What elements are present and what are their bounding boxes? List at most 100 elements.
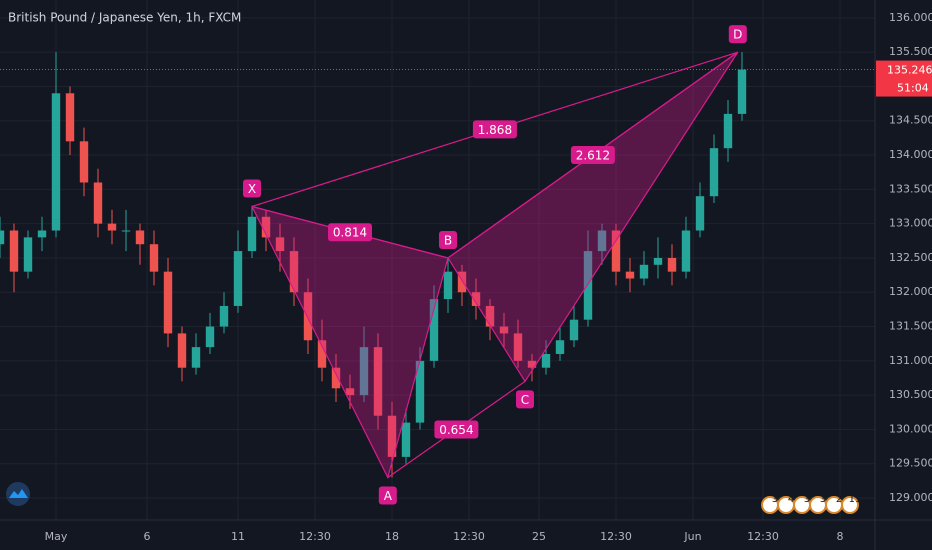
pattern-point-label: B	[444, 233, 452, 247]
pattern-point-box	[378, 486, 397, 505]
candle-body	[219, 305, 229, 327]
y-tick-label: 135.500	[889, 45, 932, 58]
y-tick-label: 132.500	[889, 251, 932, 264]
candle-body	[709, 148, 719, 197]
y-tick-label: 134.500	[889, 114, 932, 127]
logo	[6, 482, 30, 506]
harmonic-pattern: 0.814 1.868 2.612 0.654	[250, 51, 739, 480]
x-tick-label: 12:30	[453, 530, 485, 543]
y-tick-label: 131.500	[889, 320, 932, 333]
x-tick-label: 12:30	[747, 530, 779, 543]
candle-body	[387, 415, 397, 457]
ratio-label: 0.814	[333, 226, 367, 240]
y-tick-label: 131.000	[889, 354, 932, 367]
candle-body	[625, 271, 635, 279]
candle-body	[597, 230, 607, 252]
event-badge	[841, 496, 859, 514]
candle-body	[135, 230, 145, 245]
y-tick-label: 129.500	[889, 457, 932, 470]
y-tick-label: 133.500	[889, 182, 932, 195]
candle-body	[345, 388, 355, 396]
x-tick-label: 11	[231, 530, 245, 543]
candle-body	[303, 292, 313, 341]
x-tick-label: 12:30	[299, 530, 331, 543]
event-badge-label: 3	[820, 494, 826, 505]
x-tick-label: 18	[385, 530, 399, 543]
candle-body	[737, 69, 747, 114]
pattern-point-label: C	[521, 393, 529, 407]
candle-body	[163, 271, 173, 334]
pattern-point-box	[516, 390, 534, 409]
event-badge-label: 3	[772, 494, 778, 505]
candle-body	[317, 340, 327, 368]
candle-body	[639, 264, 649, 279]
candle-body	[331, 367, 341, 389]
y-tick-label: 130.000	[889, 422, 932, 435]
candle-body	[457, 271, 467, 293]
candle-body	[667, 257, 677, 272]
candle-body	[93, 182, 103, 224]
candle-body	[611, 230, 621, 272]
event-badge-label: 4	[788, 494, 794, 505]
pattern-point-label: X	[248, 182, 256, 196]
candle-body	[233, 251, 243, 306]
candle-body	[401, 422, 411, 457]
candle-body	[191, 347, 201, 368]
pattern-point-label: A	[384, 489, 393, 503]
y-tick-label: 130.500	[889, 388, 932, 401]
candle-body	[107, 223, 117, 231]
candle-body	[443, 271, 453, 300]
countdown-label: 51:04	[897, 82, 929, 95]
x-tick-label: 6	[144, 530, 151, 543]
candle-body	[653, 257, 663, 265]
event-badge-label: 2	[836, 494, 842, 505]
candle-body	[583, 251, 593, 320]
ratio-box	[570, 146, 615, 165]
x-tick-label: Jun	[683, 530, 701, 543]
event-badge-label: 11	[849, 494, 862, 505]
x-tick-label: 8	[837, 530, 844, 543]
pattern-point-box	[243, 179, 261, 198]
x-tick-label: May	[45, 530, 68, 543]
candle-body	[247, 216, 257, 252]
candle-body	[261, 216, 271, 238]
ratio-label: 2.612	[576, 149, 610, 163]
candle-body	[499, 326, 509, 334]
candle-body	[289, 251, 299, 293]
candle-body	[373, 347, 383, 416]
candle-body	[513, 333, 523, 361]
pattern-point-label: D	[733, 28, 742, 42]
ratio-box	[472, 120, 517, 139]
candle-body	[149, 244, 159, 272]
candle-body	[37, 230, 47, 238]
last-price-box	[876, 60, 932, 97]
y-tick-label: 132.000	[889, 285, 932, 298]
pattern-point-box	[728, 25, 747, 44]
candle-body	[429, 299, 439, 361]
ratio-box	[328, 223, 372, 242]
pattern-point-box	[439, 230, 457, 249]
plot-area	[0, 52, 747, 478]
chart-title: British Pound / Japanese Yen, 1h, FXCM	[8, 11, 241, 25]
candle-body	[23, 237, 33, 272]
x-tick-label: 12:30	[600, 530, 632, 543]
y-tick-label: 133.000	[889, 217, 932, 230]
candle-body	[177, 333, 187, 368]
candle-body	[0, 230, 5, 245]
candle-body	[471, 292, 481, 306]
y-tick-label: 136.000	[889, 11, 932, 24]
x-tick-label: 25	[532, 530, 546, 543]
event-badge-label: 3	[804, 494, 810, 505]
candle-body	[121, 230, 131, 232]
candle-body	[695, 196, 705, 231]
candle-body	[541, 353, 551, 368]
candle-body	[485, 305, 495, 327]
candle-body	[555, 340, 565, 354]
candle-body	[205, 326, 215, 348]
candle-body	[275, 237, 285, 252]
candle-body	[79, 141, 89, 183]
candle-body	[415, 360, 425, 423]
ratio-label: 1.868	[478, 123, 512, 137]
